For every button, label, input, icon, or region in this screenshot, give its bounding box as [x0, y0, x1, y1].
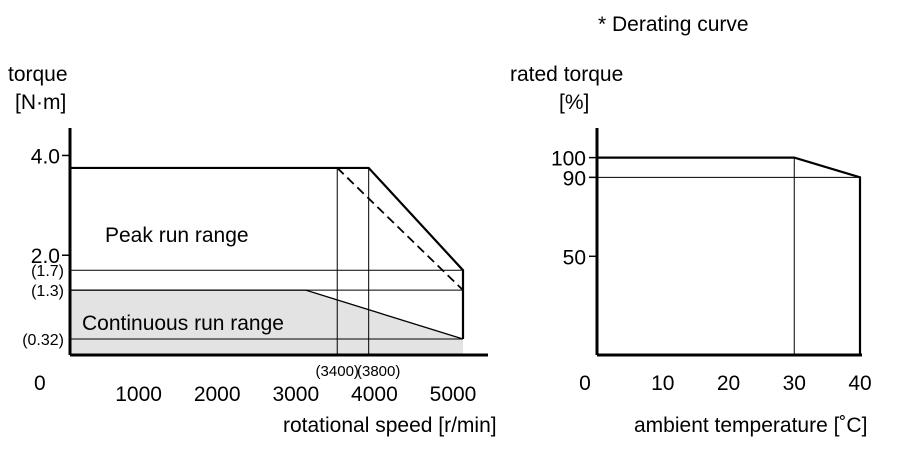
left-ylabel-line-1: torque [8, 63, 68, 86]
left-y-tick-label-1: 2.0 [31, 245, 60, 268]
right-y-tick-label-0: 100 [551, 148, 586, 171]
torque-speed-chart: torque [N·m] (1.7) (1.3) (0.32) (3400)(3800… [8, 63, 497, 437]
left-vref-label-1: (3800) [357, 363, 400, 380]
continuous-run-label: Continuous run range [82, 312, 284, 335]
peak-run-boundary [70, 166, 465, 340]
derating-note: * Derating curve [598, 13, 749, 36]
right-xlabel: ambient temperature [˚C] [634, 414, 867, 437]
left-ref-label-0: (1.7) [31, 263, 64, 280]
left-origin-label: 0 [34, 372, 46, 395]
right-ylabel-line-1: rated torque [510, 63, 623, 86]
right-x-tick-label-0: 0 [579, 372, 591, 395]
left-y-tick-label-0: 4.0 [31, 145, 60, 168]
left-ref-label-1: (1.3) [31, 283, 64, 300]
right-x-tick-label-2: 20 [717, 372, 740, 395]
dashed-series-line [336, 167, 464, 291]
left-x-tick-label-3: 4000 [351, 383, 398, 406]
left-x-tick-label-2: 3000 [272, 383, 319, 406]
left-plot-area: (1.7) (1.3) (0.32) (3400)(3800) 4.0 2.0 1000 20… [22, 128, 488, 406]
right-y-tick-label-2: 50 [563, 246, 586, 269]
right-ylabel-line-2: [%] [559, 91, 589, 114]
left-x-tick-label-1: 2000 [194, 383, 241, 406]
right-x-tick-label-4: 40 [848, 372, 871, 395]
right-x-tick-label-3: 30 [783, 372, 806, 395]
right-x-tick-label-1: 10 [651, 372, 674, 395]
left-x-tick-label-0: 1000 [115, 383, 162, 406]
right-y-tick-label-1: 90 [563, 167, 586, 190]
derating-curve [597, 156, 862, 355]
left-ref-label-2: (0.32) [22, 332, 64, 349]
peak-run-label: Peak run range [105, 224, 249, 247]
left-x-tick-label-4: 5000 [430, 383, 477, 406]
left-ylabel-line-2: [N·m] [15, 91, 66, 114]
continuous-run-boundary [70, 289, 464, 340]
left-vref-label-0: (3400) [316, 363, 359, 380]
left-xlabel: rotational speed [r/min] [283, 414, 497, 437]
